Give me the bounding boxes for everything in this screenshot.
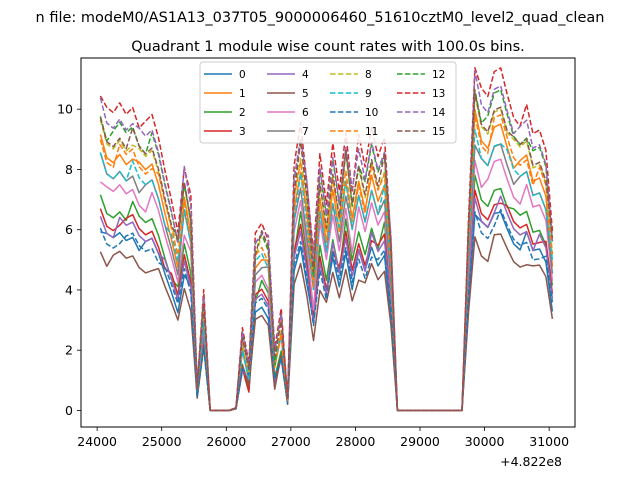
legend-label-4: 4 — [302, 69, 309, 81]
legend-label-11: 11 — [365, 126, 378, 138]
chart-title: Quadrant 1 module wise count rates with … — [131, 39, 525, 55]
series-layer — [99, 66, 554, 412]
figure-suptitle: n file: modeM0/AS1A13_037T05_9000006460_… — [36, 10, 605, 26]
legend-label-3: 3 — [239, 126, 246, 138]
x-tick-label: 30000 — [465, 434, 505, 449]
legend-label-14: 14 — [432, 107, 446, 119]
series-line-5 — [99, 233, 554, 412]
series-line-2 — [99, 174, 554, 412]
x-tick-label: 31000 — [529, 434, 569, 449]
legend-label-12: 12 — [432, 69, 445, 81]
x-tick-label: 26000 — [206, 434, 246, 449]
legend-label-10: 10 — [365, 107, 378, 119]
legend-label-1: 1 — [239, 88, 246, 100]
legend-label-0: 0 — [239, 69, 246, 81]
x-tick-label: 27000 — [271, 434, 311, 449]
x-axis: 24000 25000 26000 27000 28000 29000 30000 31000 — [77, 427, 569, 449]
legend-label-13: 13 — [432, 88, 445, 100]
series-line-1 — [99, 108, 554, 412]
y-axis: 0 2 4 6 8 10 — [57, 102, 81, 418]
legend-label-2: 2 — [239, 107, 246, 119]
series-line-9 — [99, 128, 554, 412]
y-tick-label: 8 — [65, 162, 73, 177]
series-line-6 — [99, 158, 554, 412]
legend-label-6: 6 — [302, 107, 309, 119]
legend-label-5: 5 — [302, 88, 309, 100]
y-tick-label: 4 — [65, 282, 73, 297]
plot-frame — [80, 57, 576, 428]
legend-label-8: 8 — [365, 69, 372, 81]
y-tick-label: 0 — [65, 403, 73, 418]
series-line-11 — [99, 114, 554, 412]
x-tick-label: 29000 — [400, 434, 440, 449]
legend-label-15: 15 — [432, 126, 445, 138]
y-tick-label: 2 — [65, 343, 73, 358]
series-line-14 — [99, 70, 554, 412]
legend-box — [199, 61, 457, 144]
series-line-15 — [99, 91, 554, 412]
x-tick-label: 28000 — [336, 434, 376, 449]
series-line-10 — [99, 208, 554, 412]
x-tick-label: 25000 — [142, 434, 182, 449]
legend-label-9: 9 — [365, 88, 372, 100]
series-line-13 — [99, 66, 554, 412]
x-offset-label: +4.822e8 — [500, 454, 562, 469]
y-tick-label: 10 — [57, 102, 73, 117]
x-tick-label: 24000 — [77, 434, 117, 449]
legend-label-7: 7 — [302, 126, 309, 138]
y-tick-label: 6 — [65, 222, 73, 237]
